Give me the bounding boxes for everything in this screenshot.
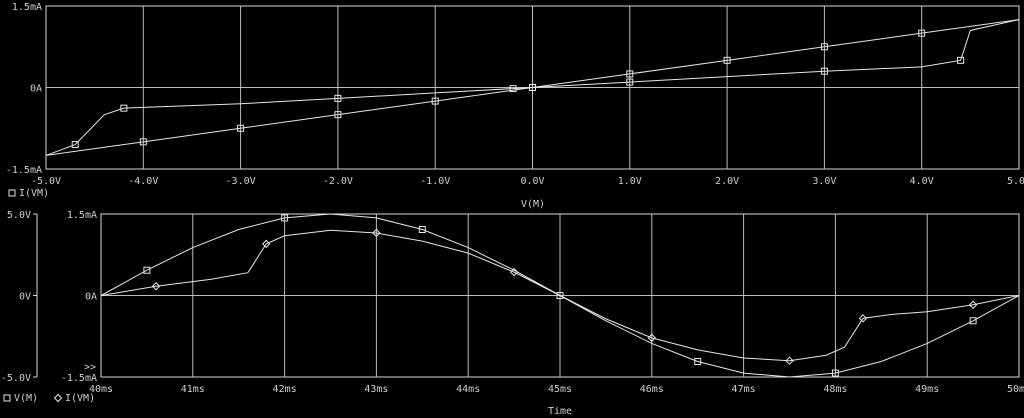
- plot2-x-tick-label: 40ms: [89, 384, 113, 395]
- plot1-x-tick-label: 5.0V: [1007, 176, 1024, 187]
- plot1-series-0-point: [626, 78, 634, 86]
- plot1-x-tick-label: 2.0V: [715, 176, 739, 187]
- plot2-left-y-tick-label: 0V: [19, 292, 31, 303]
- plot1-x-tick-label: -2.0V: [323, 176, 353, 187]
- plot2-legend-label-0: V(M): [14, 393, 38, 404]
- plot1-series-0-point: [71, 141, 79, 149]
- plot1-series-1-line: [45, 19, 1020, 156]
- plot1-series-1-point: [334, 111, 342, 119]
- plot1-series-1-point: [820, 43, 828, 51]
- plot2-x-tick-label: 43ms: [364, 384, 388, 395]
- plot2-series-1-point: [151, 282, 161, 291]
- plot2-axis-selector-marker: >>: [84, 362, 96, 373]
- plot1-x-tick-label: -1.0V: [420, 176, 450, 187]
- plot2-series-0-point: [556, 292, 564, 299]
- plot1-series-0-point: [334, 94, 342, 102]
- plot2-series-1-line: [100, 229, 1020, 362]
- plot2-x-tick-label: 45ms: [548, 384, 572, 395]
- plot2-right-y-tick-label: -1.5mA: [61, 373, 97, 384]
- plot2-series-1-point: [509, 267, 519, 277]
- plot1-series-1-point: [431, 97, 439, 105]
- plot2-left-y-tick-label: 5.0V: [7, 210, 31, 221]
- plot1-series-1-point: [723, 56, 731, 64]
- plot2-series-0-point: [418, 225, 426, 233]
- plot2-x-tick-label: 50ms: [1007, 384, 1024, 395]
- plot1-series-0-point: [509, 85, 517, 93]
- plot2-x-tick-label: 44ms: [456, 384, 480, 395]
- plot1-y-tick-label: 1.5mA: [12, 2, 42, 13]
- plot2-series-0-point: [694, 358, 702, 366]
- plot2-series-0-point: [281, 214, 289, 222]
- plot1-x-tick-label: -5.0V: [31, 176, 61, 187]
- plot1-series-1-point: [529, 84, 536, 91]
- plot2-series-0-point: [969, 317, 977, 325]
- plot1-x-tick-label: 4.0V: [910, 176, 934, 187]
- plot2-series-0-point: [831, 369, 839, 377]
- plot2-x-tick-label: 42ms: [273, 384, 297, 395]
- plot2-legend-marker-0: [3, 394, 11, 402]
- plot2-series-1-point: [372, 228, 381, 238]
- plot1-x-tick-label: -4.0V: [128, 176, 158, 187]
- plot1-x-tick-label: 0.0V: [520, 176, 544, 187]
- plot2-x-tick-label: 49ms: [915, 384, 939, 395]
- plot2-legend-marker-1: [53, 393, 63, 403]
- plot2-x-tick-label: 41ms: [181, 384, 205, 395]
- plot2-series-1-point: [647, 333, 657, 343]
- plot2-series-1-point: [785, 356, 794, 365]
- plot1-series-0-point: [120, 104, 128, 112]
- plot2-series-1-point: [262, 239, 271, 249]
- plot2-right-y-tick-label: 1.5mA: [67, 210, 97, 221]
- plot1-legend-label: I(VM): [19, 188, 49, 199]
- plot2-series-0-point: [143, 266, 151, 274]
- plot2-right-y-tick-label: 0A: [85, 292, 97, 303]
- plot1-x-tick-label: -3.0V: [226, 176, 256, 187]
- plot2-series-1-point: [858, 314, 868, 323]
- plot2-x-axis-label: Time: [548, 406, 572, 417]
- plot1-series-0-point: [957, 56, 965, 64]
- plot1-series-1-point: [139, 138, 147, 146]
- plot1-legend-marker: [8, 189, 16, 197]
- plot1-series-1-point: [626, 70, 634, 78]
- plot1-series-1-point: [237, 124, 245, 132]
- plot2-series-1-point: [968, 300, 978, 309]
- plot1-series-0-point: [820, 67, 828, 75]
- plot1-y-tick-label: 0A: [30, 84, 42, 95]
- plot2-left-y-tick-label: -5.0V: [1, 373, 31, 384]
- plot1-y-tick-label: -1.5mA: [6, 165, 42, 176]
- plot2-x-tick-label: 46ms: [640, 384, 664, 395]
- plot1-x-axis-label: V(M): [521, 199, 545, 210]
- plot2-x-tick-label: 47ms: [732, 384, 756, 395]
- plot2-legend-label-1: I(VM): [65, 393, 95, 404]
- plot1-series-1-point: [918, 29, 926, 37]
- plot2-x-tick-label: 48ms: [823, 384, 847, 395]
- plot1-x-tick-label: 3.0V: [812, 176, 836, 187]
- plot1-x-tick-label: 1.0V: [618, 176, 642, 187]
